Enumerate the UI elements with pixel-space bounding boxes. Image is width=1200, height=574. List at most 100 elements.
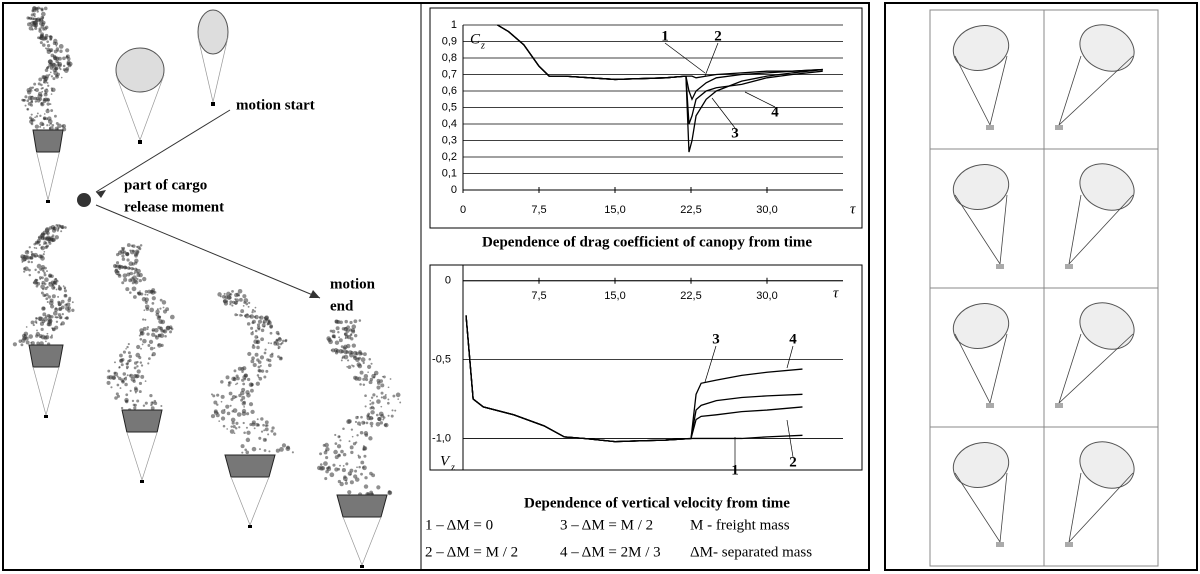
wake-particle bbox=[375, 413, 379, 417]
series-label: 2 bbox=[714, 28, 722, 44]
wake-particle bbox=[257, 327, 261, 331]
wake-particle bbox=[337, 479, 342, 484]
wake-particle bbox=[371, 493, 374, 495]
wake-particle bbox=[63, 287, 66, 290]
wake-particle bbox=[343, 475, 347, 479]
wake-particle bbox=[251, 311, 254, 314]
wake-particle bbox=[399, 401, 402, 404]
wake-particle bbox=[40, 291, 44, 295]
wake-particle bbox=[381, 375, 384, 378]
wake-particle bbox=[360, 415, 363, 419]
wake-particle bbox=[134, 403, 137, 407]
wake-particle bbox=[48, 281, 51, 284]
wake-particle bbox=[40, 102, 45, 107]
wake-particle bbox=[223, 292, 226, 295]
wake-particle bbox=[344, 481, 348, 485]
wake-particle bbox=[62, 64, 66, 68]
wake-particle bbox=[130, 376, 136, 382]
wake-particle bbox=[241, 401, 246, 406]
wake-particle bbox=[50, 75, 54, 78]
wake-particle bbox=[18, 339, 22, 343]
wake-particle bbox=[42, 293, 46, 297]
wake-particle bbox=[34, 116, 36, 119]
wake-particle bbox=[116, 383, 120, 387]
wake-particle bbox=[111, 375, 116, 380]
wake-particle bbox=[36, 112, 39, 115]
wake-particle bbox=[250, 383, 254, 387]
wake-particle bbox=[338, 435, 341, 438]
wake-particle bbox=[342, 427, 345, 430]
wake-particle bbox=[359, 424, 361, 427]
wake-particle bbox=[121, 380, 125, 383]
wake-particle bbox=[277, 347, 280, 350]
wake-particle bbox=[362, 383, 366, 387]
wake-particle bbox=[343, 354, 349, 360]
wake-particle bbox=[220, 394, 225, 399]
wake-particle bbox=[388, 490, 392, 495]
wake-particle bbox=[66, 60, 71, 65]
wake-particle bbox=[48, 300, 54, 306]
wake-particle bbox=[320, 466, 326, 471]
wake-particle bbox=[367, 364, 372, 369]
chart-frame bbox=[429, 264, 863, 471]
series-line bbox=[465, 315, 803, 443]
wake-particle bbox=[391, 409, 394, 412]
wake-particle bbox=[125, 400, 128, 403]
wake-particle bbox=[270, 342, 273, 345]
wake-particle bbox=[239, 313, 243, 317]
series-label: 1 bbox=[661, 28, 669, 44]
wake-particle bbox=[30, 260, 33, 264]
wake-particle bbox=[353, 319, 358, 324]
wake-particle bbox=[137, 272, 140, 275]
label: part of cargo bbox=[124, 177, 207, 193]
wake-particle bbox=[20, 343, 24, 347]
wake-particle bbox=[255, 422, 260, 427]
wake-particle bbox=[32, 23, 37, 27]
wake-particle bbox=[334, 442, 338, 445]
wake-particle bbox=[387, 398, 390, 401]
wake-particle bbox=[251, 446, 257, 452]
wake-particle bbox=[56, 49, 59, 52]
wake-particle bbox=[131, 262, 135, 266]
wake-particle bbox=[358, 465, 361, 469]
wake-particle bbox=[263, 429, 266, 432]
wake-particle bbox=[333, 336, 336, 339]
wake-particle bbox=[133, 279, 139, 285]
wake-particle bbox=[28, 334, 34, 339]
wake-particle bbox=[139, 244, 143, 247]
illustration bbox=[12, 6, 1159, 568]
wake-particle bbox=[346, 359, 350, 362]
wake-particle bbox=[24, 336, 29, 341]
wake-particle bbox=[387, 414, 390, 417]
wake-particle bbox=[345, 350, 349, 354]
leader bbox=[786, 345, 794, 369]
series-line bbox=[497, 24, 823, 125]
wake-particle bbox=[22, 255, 26, 258]
wake-particle bbox=[151, 301, 155, 305]
wake-particle bbox=[327, 337, 332, 343]
wake-particle bbox=[25, 340, 30, 345]
wake-particle bbox=[30, 320, 35, 325]
wake-particle bbox=[39, 267, 43, 271]
wake-particle bbox=[252, 343, 255, 347]
wake-particle bbox=[150, 290, 156, 295]
cargo bbox=[986, 403, 994, 408]
wake-particle bbox=[133, 361, 138, 365]
wake-particle bbox=[336, 444, 342, 449]
wake-particle bbox=[113, 371, 117, 375]
wake-particle bbox=[50, 335, 53, 339]
wake-particle bbox=[61, 312, 64, 316]
wake-particle bbox=[351, 328, 356, 333]
wake-particle bbox=[42, 306, 46, 310]
wake-particle bbox=[30, 13, 34, 17]
wake-particle bbox=[375, 421, 381, 427]
wake-particle bbox=[34, 124, 39, 129]
wake-particle bbox=[220, 380, 224, 384]
wake-particle bbox=[49, 38, 52, 41]
wake-particle bbox=[55, 223, 59, 227]
wake-particle bbox=[52, 66, 54, 69]
arrow bbox=[95, 204, 321, 299]
wake-particle bbox=[216, 393, 220, 397]
wake-particle bbox=[228, 381, 232, 385]
wake-particle bbox=[42, 288, 45, 291]
